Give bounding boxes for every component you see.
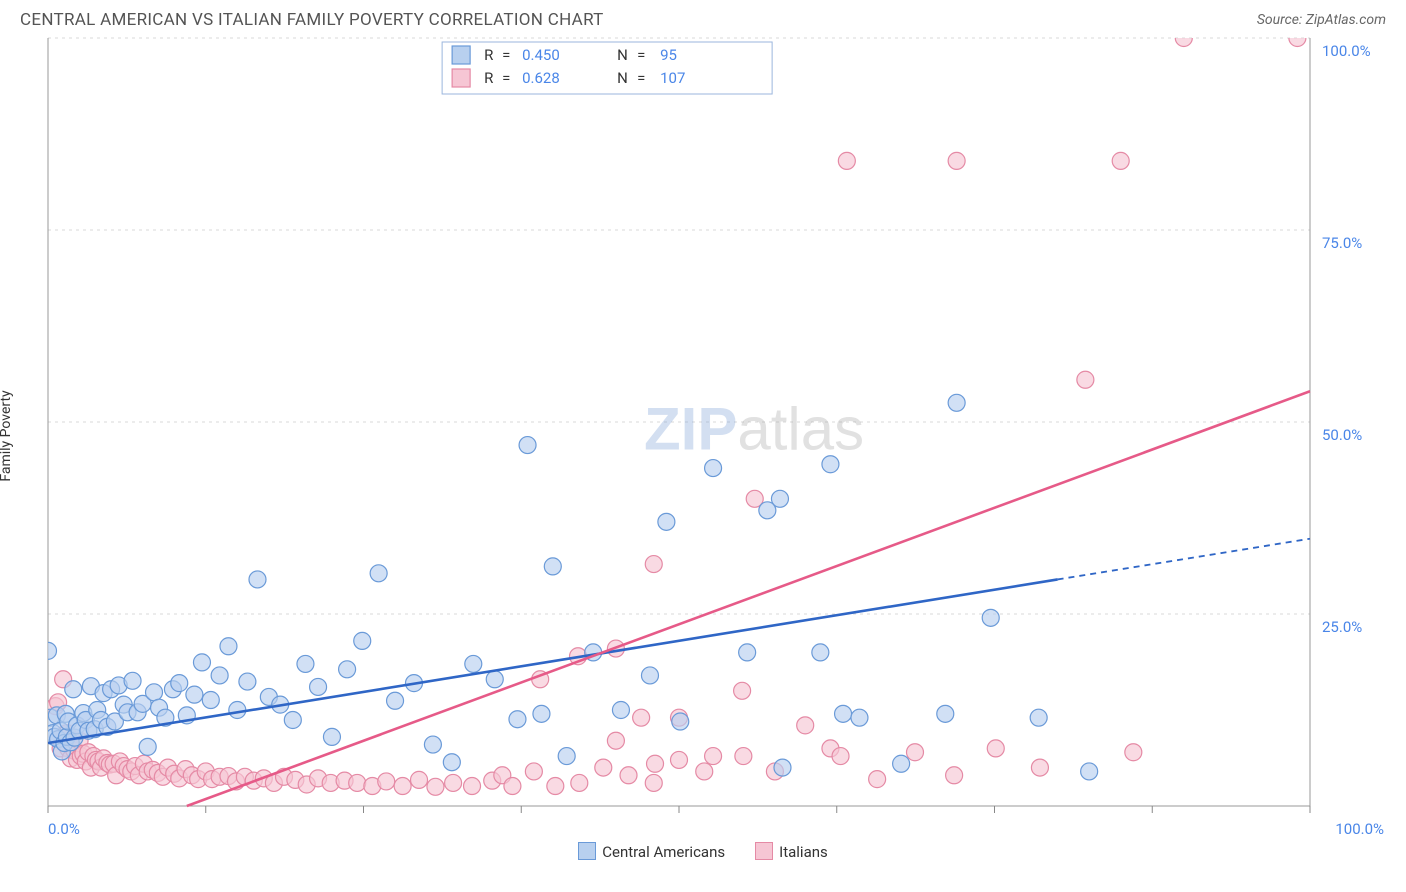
svg-text:107: 107 [660,69,685,87]
svg-text:0.450: 0.450 [522,46,560,64]
legend-bottom: Central Americans Italians [0,842,1406,861]
svg-text:ZIPatlas: ZIPatlas [644,396,864,463]
chart-title: CENTRAL AMERICAN VS ITALIAN FAMILY POVER… [20,10,604,30]
svg-text:R: R [484,46,493,64]
svg-text:50.0%: 50.0% [1322,426,1362,444]
x-tick-label-right: 100.0% [1335,820,1384,838]
legend-item-1: Central Americans [578,842,725,861]
svg-text:=: = [637,69,645,87]
svg-text:=: = [502,46,510,64]
legend-item-2: Italians [755,842,828,861]
legend-swatch-1 [578,842,596,860]
svg-text:=: = [502,69,510,87]
legend-swatch-2 [755,842,773,860]
svg-text:N: N [617,46,628,64]
svg-text:25.0%: 25.0% [1322,618,1362,636]
legend-label-2: Italians [779,843,828,861]
chart-source: Source: ZipAtlas.com [1257,12,1386,28]
svg-text:N: N [617,69,628,87]
x-tick-label-left: 0.0% [48,820,80,838]
scatter-chart: 25.0% 50.0% 75.0% 100.0% ZIPatlas R = 0.450 N = 95… [46,34,1382,818]
svg-text:75.0%: 75.0% [1322,234,1362,252]
svg-text:0.628: 0.628 [522,69,560,87]
svg-text:95: 95 [660,46,677,64]
svg-text:100.0%: 100.0% [1322,42,1371,60]
svg-text:R: R [484,69,493,87]
legend-label-1: Central Americans [602,843,725,861]
y-axis-label: Family Poverty [0,390,14,481]
svg-text:=: = [637,46,645,64]
